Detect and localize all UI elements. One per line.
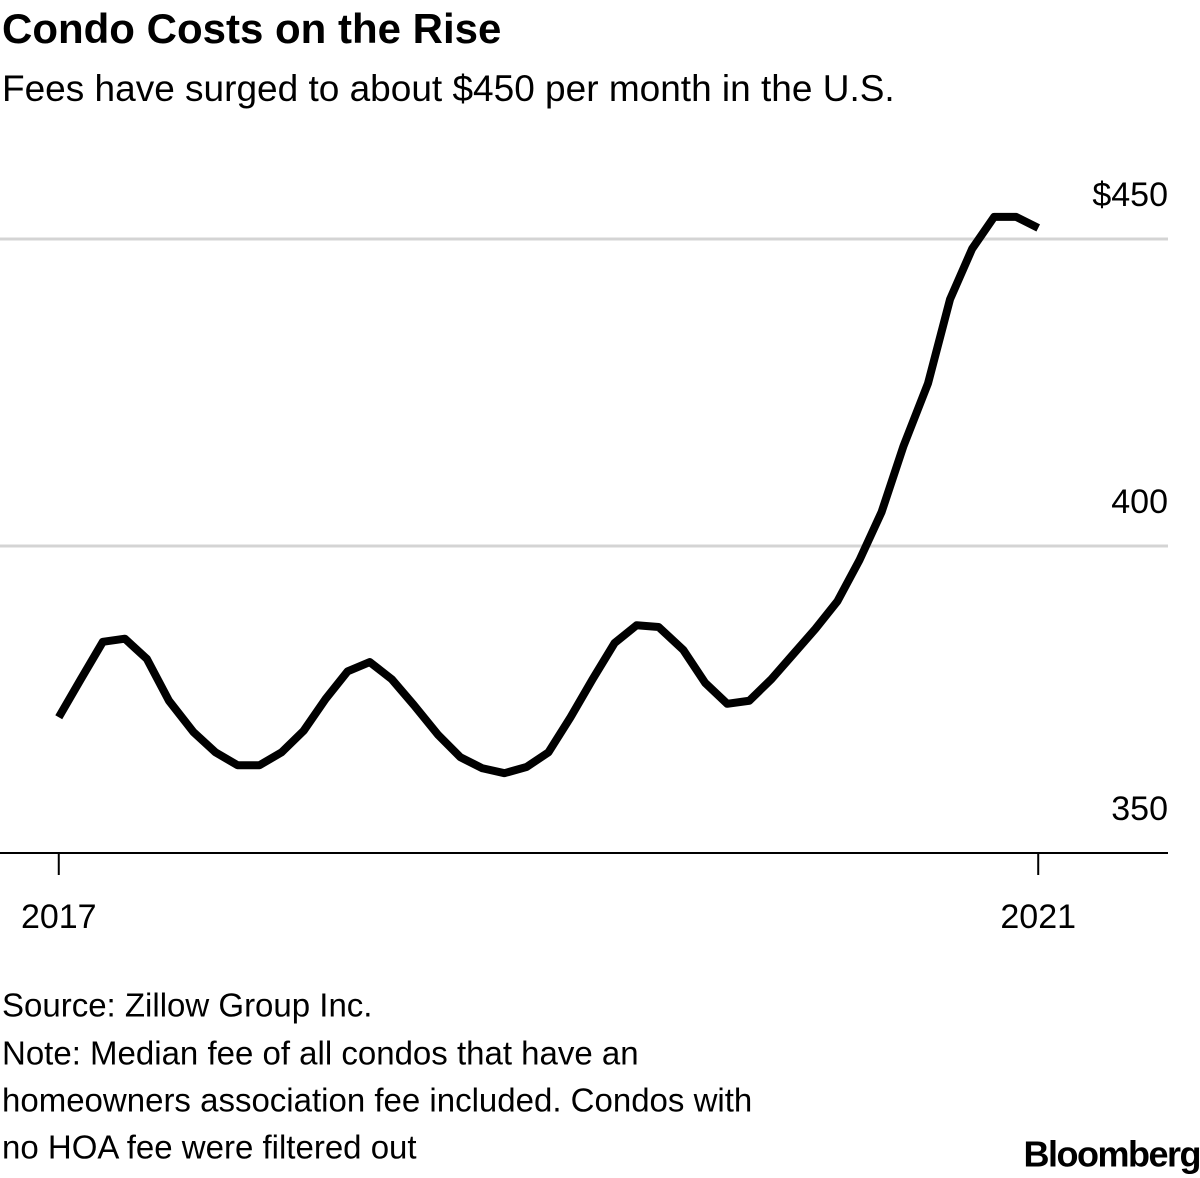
source: Source: Zillow Group Inc. [2, 987, 372, 1024]
x-tick-label: 2021 [1000, 898, 1076, 936]
chart-subtitle: Fees have surged to about $450 per month… [2, 68, 895, 109]
y-tick-label: 400 [1111, 483, 1168, 521]
note-line: homeowners association fee included. Con… [2, 1082, 752, 1119]
y-tick-label: $450 [1092, 176, 1168, 214]
brand: Bloomberg [1023, 1134, 1200, 1175]
note-line: Note: Median fee of all condos that have… [2, 1035, 639, 1072]
line [55, 212, 1041, 778]
note-line: no HOA fee were filtered out [2, 1129, 417, 1166]
chart-title: Condo Costs on the Rise [2, 5, 501, 52]
y-tick-label: 350 [1111, 790, 1168, 828]
x-tick-label: 2017 [21, 898, 97, 936]
